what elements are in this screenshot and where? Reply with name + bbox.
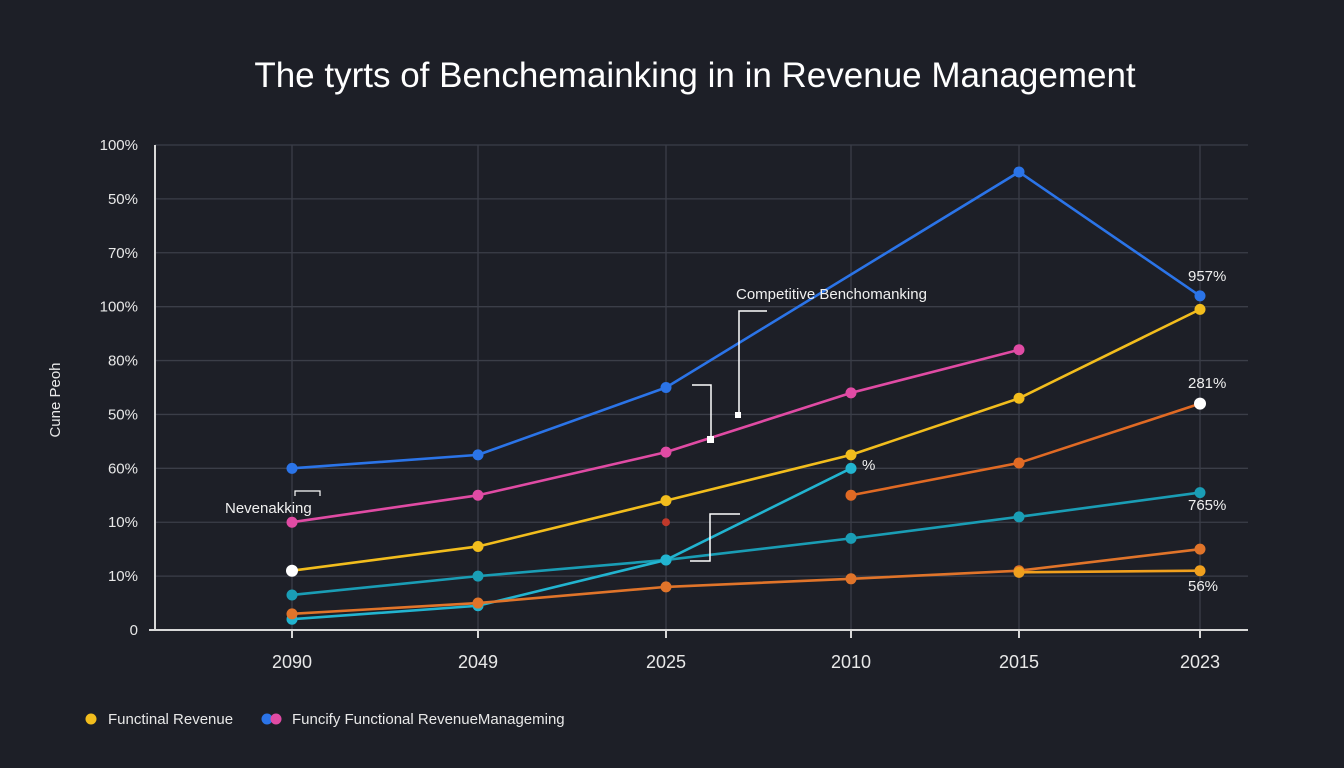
data-point <box>1013 566 1025 578</box>
data-point <box>286 462 298 474</box>
series-line <box>1018 569 1201 574</box>
series-0 <box>286 166 1206 474</box>
callout-marker <box>707 436 714 443</box>
data-point <box>1013 392 1025 404</box>
callout-line <box>690 513 740 562</box>
x-tick-label: 2090 <box>272 652 312 672</box>
data-point <box>1194 565 1206 577</box>
legend-marker <box>270 713 282 725</box>
y-tick-label: 100% <box>100 299 138 316</box>
data-point <box>845 387 857 399</box>
data-point <box>1194 290 1206 302</box>
data-point <box>472 489 484 501</box>
series-line <box>291 308 1201 573</box>
y-tick-label: 60% <box>108 460 138 477</box>
annotation-label: Competitive Benchomanking <box>736 286 927 303</box>
y-tick-label: 70% <box>108 245 138 262</box>
data-point <box>472 570 484 582</box>
series-3 <box>845 398 1206 501</box>
chart-title: The tyrts of Benchemainking in in Revenu… <box>254 56 1136 95</box>
series-5 <box>286 462 857 625</box>
data-point <box>1013 457 1025 469</box>
data-point <box>1194 303 1206 315</box>
legend-marker <box>261 713 273 725</box>
data-point <box>472 449 484 461</box>
annotation-label: 957% <box>1188 268 1226 285</box>
y-tick-label: 100% <box>100 137 138 154</box>
annotations: Competitive Benchomanking Nevenakking 957%… <box>225 268 1226 595</box>
series-line <box>291 547 1201 616</box>
x-tick-label: 2025 <box>646 652 686 672</box>
x-tick-label: 2023 <box>1180 652 1220 672</box>
callout-line <box>294 490 321 496</box>
data-point <box>660 382 672 393</box>
y-tick-label: 80% <box>108 353 138 370</box>
annotation-label: 765% <box>1188 497 1226 514</box>
data-point <box>286 589 298 601</box>
y-tick-label: 10% <box>108 514 138 531</box>
callout-marker <box>735 412 741 418</box>
legend-marker <box>85 713 97 725</box>
legend: Functinal Revenue Funcify Functional Reve… <box>85 711 565 728</box>
series-line <box>291 170 1201 470</box>
data-point <box>286 516 298 528</box>
highlight-point <box>1194 397 1206 410</box>
data-point <box>286 608 298 620</box>
data-point <box>472 540 484 552</box>
callout-line <box>738 310 767 416</box>
highlight-point <box>286 564 298 577</box>
data-point <box>845 462 857 474</box>
series-line <box>850 402 1201 497</box>
series-7 <box>1013 565 1206 578</box>
series-1 <box>286 344 1025 528</box>
legend-label: Functinal Revenue <box>108 711 233 728</box>
stray-point <box>662 518 670 527</box>
y-tick-label: 50% <box>108 406 138 423</box>
data-point <box>845 532 857 544</box>
data-point <box>1194 543 1206 555</box>
data-point <box>845 573 857 585</box>
data-point <box>472 597 484 609</box>
series-line <box>291 491 1201 597</box>
y-tick-label: 0 <box>130 622 138 639</box>
data-point <box>1013 344 1025 356</box>
y-tick-label: 10% <box>108 568 138 585</box>
x-tick-label: 2049 <box>458 652 498 672</box>
data-point <box>1013 511 1025 523</box>
annotation-label: 56% <box>1188 578 1218 595</box>
axes: 0 10% 10% 60% 50% 80% 100% 70% 50% 100% 2090 2049 20… <box>100 137 1248 672</box>
series-2 <box>286 303 1206 577</box>
data-point <box>1194 487 1206 499</box>
annotation-label: 281% <box>1188 375 1226 392</box>
data-point <box>660 495 672 507</box>
legend-label: Funcify Functional RevenueManageming <box>292 711 565 728</box>
y-tick-label: 50% <box>108 191 138 208</box>
x-tick-label: 2015 <box>999 652 1039 672</box>
data-point <box>660 446 672 458</box>
series-line <box>291 467 852 621</box>
data-point <box>660 554 672 566</box>
y-axis-label: Cune Peoh <box>47 362 64 437</box>
data-point <box>845 449 857 461</box>
data-point <box>845 489 857 501</box>
series-lines <box>286 166 1206 625</box>
data-point <box>1013 166 1025 178</box>
callout-line <box>692 384 712 438</box>
x-tick-label: 2010 <box>831 652 871 672</box>
annotation-label: Nevenakking <box>225 500 312 517</box>
data-point <box>660 581 672 593</box>
annotation-label: % <box>862 457 875 474</box>
